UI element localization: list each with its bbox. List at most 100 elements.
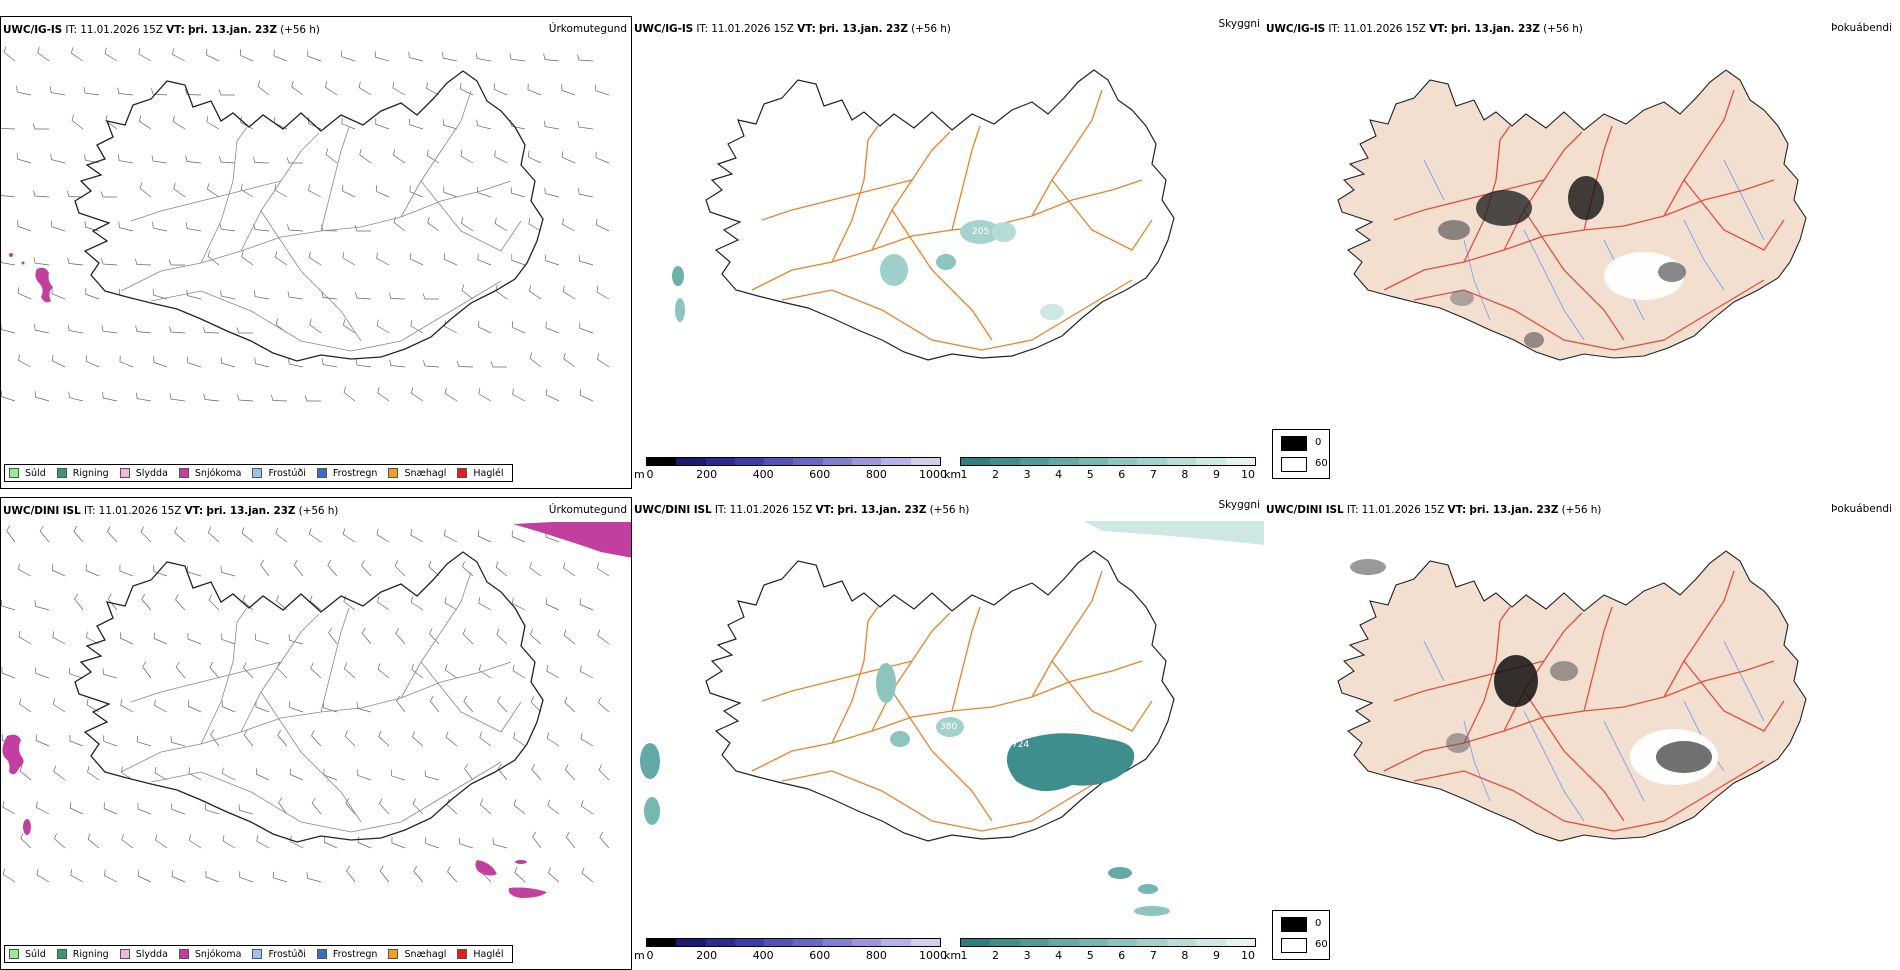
wind-barb <box>36 868 50 883</box>
colorbar-tick-label: 0 <box>646 468 654 481</box>
colorbar-tick-label: 8 <box>1181 468 1189 481</box>
wind-barb <box>16 153 32 164</box>
wind-barb <box>184 88 202 96</box>
wind-barb <box>529 285 542 300</box>
wind-barb <box>546 732 560 747</box>
colorbar-tick-label: 10 <box>1241 949 1255 962</box>
visibility-colorbar-scale <box>960 457 1256 466</box>
wind-barb <box>492 838 508 849</box>
wind-barb <box>137 802 152 815</box>
valid-time-label: VT: <box>1429 23 1448 35</box>
wind-barb <box>361 627 372 645</box>
wind-barb <box>49 86 66 96</box>
wind-barb <box>422 293 439 300</box>
wind-barb <box>202 326 220 334</box>
precip-legend-item: Snjókoma <box>178 949 241 960</box>
wind-barb <box>185 155 202 164</box>
iceland-map <box>1337 550 1807 842</box>
legend-label: Súld <box>25 467 46 479</box>
fog-panel-ig: UWC/IG-IS IT: 11.01.2026 15Z VT: þri. 13… <box>1264 16 1900 489</box>
wind-barb <box>325 148 338 164</box>
wind-barb <box>413 866 424 883</box>
colorbar-tick-label: 3 <box>1023 949 1031 962</box>
wind-barb <box>119 564 134 577</box>
wind-barb <box>278 797 288 815</box>
wind-barb <box>243 662 254 679</box>
init-time: IT: 11.01.2026 15Z <box>1346 504 1445 516</box>
wind-barb <box>596 562 610 577</box>
wind-barb <box>1 127 16 130</box>
wind-barb <box>87 766 100 781</box>
wind-barb <box>186 565 202 577</box>
wind-barb <box>210 729 220 747</box>
wind-barb <box>529 352 542 368</box>
colorbar-step <box>852 458 882 465</box>
colorbar-step <box>1049 939 1079 946</box>
wind-barb <box>2 801 16 815</box>
wind-barb <box>342 184 356 198</box>
wind-barb <box>596 218 610 232</box>
wind-barb <box>546 388 560 402</box>
colorbar-step <box>910 939 940 946</box>
colorbar-tick-label: 800 <box>865 468 887 481</box>
wind-barb <box>119 355 134 368</box>
wind-barb <box>578 188 594 198</box>
wind-barb <box>327 560 338 577</box>
colorbar-tick-label: 6 <box>1118 949 1126 962</box>
wind-barb <box>67 324 84 334</box>
legend-label: Súld <box>25 948 46 960</box>
init-time: IT: 11.01.2026 15Z <box>714 504 813 516</box>
wind-barb <box>175 594 186 611</box>
wind-barb <box>134 258 152 266</box>
wind-barb <box>376 528 390 543</box>
wind-barb <box>444 320 458 334</box>
precip-legend-item: Slydda <box>119 949 168 960</box>
wind-barb <box>577 121 594 130</box>
wind-barb <box>310 662 322 679</box>
wind-barb <box>35 667 50 679</box>
wind-barb <box>579 598 594 611</box>
ceiling-colorbar-scale <box>646 938 941 947</box>
colorbar-step <box>734 458 765 465</box>
wind-barb <box>389 359 406 368</box>
wind-barb <box>392 82 406 96</box>
wind-barb <box>102 668 118 679</box>
colorbar-tick-label: 400 <box>752 949 774 962</box>
colorbar-step <box>1137 458 1167 465</box>
wind-barb <box>496 628 508 645</box>
colorbar-tick-label: 4 <box>1055 949 1063 962</box>
road-network <box>120 571 522 833</box>
wind-barb <box>253 290 270 300</box>
wind-barb <box>359 148 372 164</box>
colorbar-step <box>1078 939 1109 946</box>
wind-barb <box>85 288 100 300</box>
wind-barb <box>34 600 50 611</box>
wind-barb <box>424 770 440 781</box>
precip-legend: Súld Rigning Slydda Snjókoma Frostúði Frostre… <box>4 464 513 482</box>
valid-time-label: VT: <box>797 23 816 35</box>
wind-barb <box>512 388 526 402</box>
wind-barb <box>187 356 202 368</box>
wind-barb <box>306 872 322 883</box>
wind-barb <box>152 289 168 300</box>
wind-barb <box>361 560 372 577</box>
wind-barb <box>222 767 236 781</box>
wind-barb <box>53 833 66 849</box>
wind-barb <box>185 222 202 232</box>
colorbar-step <box>990 939 1020 946</box>
model-name: UWC/DINI ISL <box>3 505 81 517</box>
wind-barb <box>1 259 16 266</box>
wind-barb <box>273 49 288 62</box>
wind-barb <box>511 321 526 334</box>
colorbar-step <box>676 458 706 465</box>
wind-barb <box>51 287 66 300</box>
wind-barb <box>151 88 168 96</box>
wind-barb <box>580 665 594 679</box>
wind-barb <box>119 632 134 645</box>
wind-barb <box>531 764 542 781</box>
parameter-name: Þokuábendi <box>1831 503 1892 515</box>
init-time: IT: 11.01.2026 15Z <box>1328 23 1426 35</box>
wind-barb <box>528 150 542 164</box>
wind-barb <box>479 799 492 815</box>
fog-legend-label: 0 <box>1315 918 1322 929</box>
